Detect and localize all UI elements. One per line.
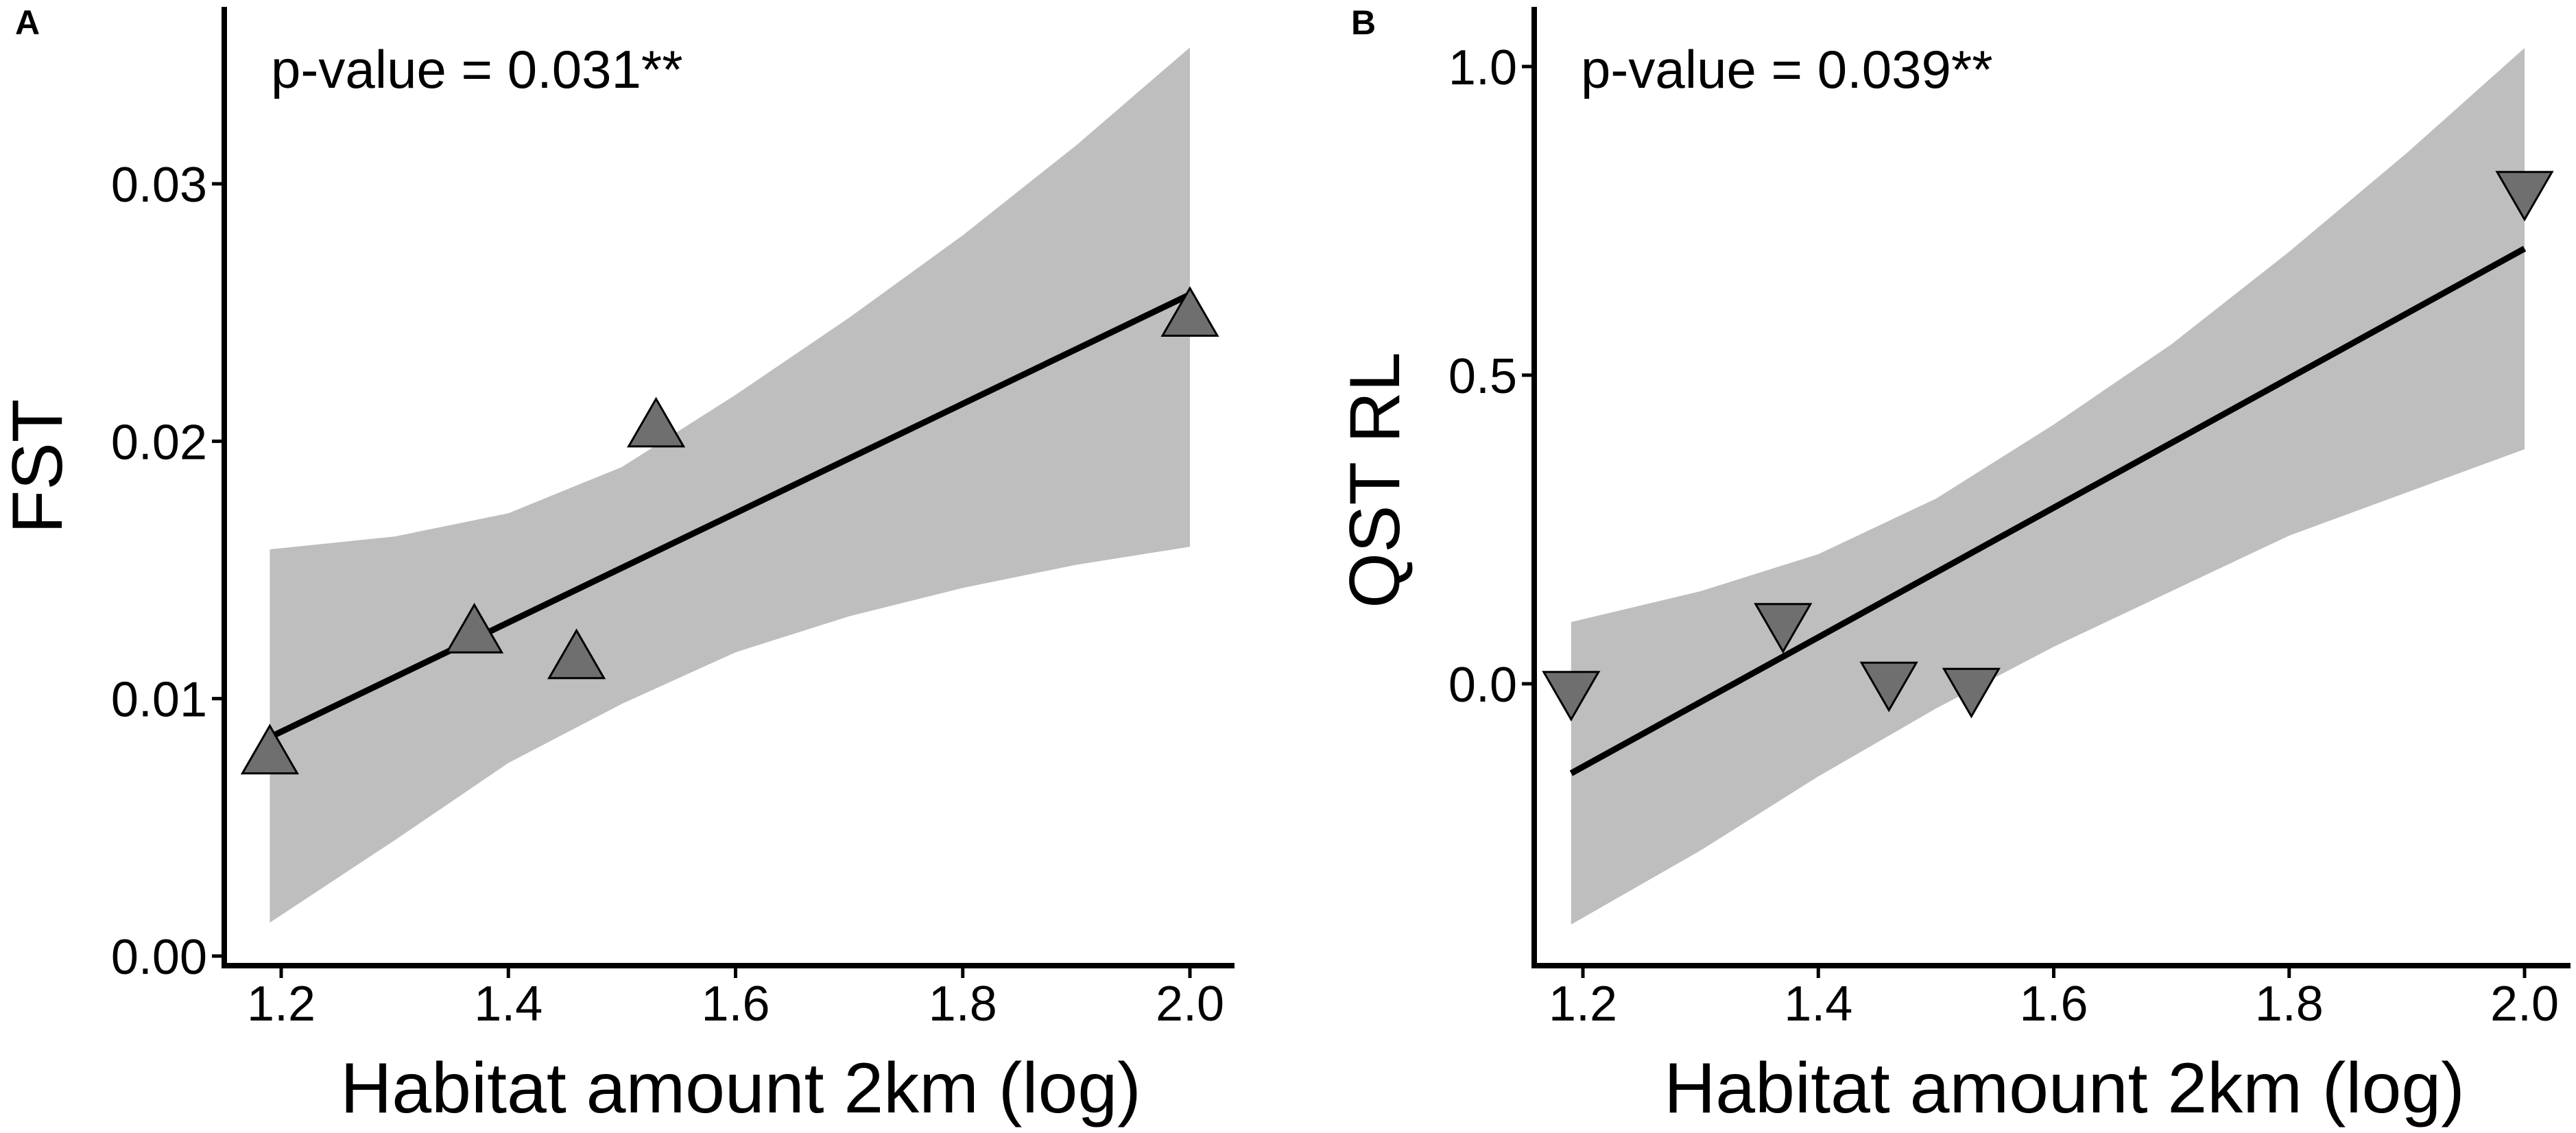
panel-b-data-point-5 (2495, 171, 2554, 222)
panel-a-x-axis-label: Habitat amount 2km (log) (340, 1049, 1141, 1128)
panel-b-regression-line (1569, 246, 2527, 776)
panel-a-x-tick-label-5: 2.0 (1156, 977, 1224, 1031)
panel-b-y-tick-label-2: 0.5 (1448, 349, 1517, 404)
panel-b-data-point-2 (1754, 603, 1813, 654)
panel-a-regression-line (268, 291, 1191, 741)
panel-a-label: A (15, 3, 40, 42)
panel-b-y-tick-label-1: 0.0 (1448, 658, 1517, 713)
panel-a-data-point-3 (547, 628, 606, 680)
panel-a-data-point-1 (240, 724, 299, 775)
panel-a-x-tick-label-2: 1.4 (474, 977, 542, 1031)
panel-a-y-tick-label-4: 0.03 (111, 158, 207, 213)
panel-b-y-axis-label: QST RL (1335, 352, 1415, 608)
panel-a-y-tick-label-3: 0.02 (111, 415, 207, 470)
panel-a-data-point-2 (445, 602, 504, 654)
panel-b-confidence-band (1571, 48, 2525, 925)
panel-b: B 0.0 0.5 1.0 1.2 1.4 1.6 1.8 2.0 p-value = 0.0… (1335, 3, 2571, 1128)
panel-a-y-axis-label: FST (0, 399, 77, 534)
panel-b-label: B (1351, 3, 1376, 42)
panel-a-data-point-4 (627, 396, 686, 448)
panel-b-data-point-3 (1859, 661, 1918, 713)
panel-b-x-tick-label-3: 1.6 (2019, 977, 2088, 1031)
panel-b-x-tick-label-4: 1.8 (2255, 977, 2324, 1031)
panel-a-y-tick-label-1: 0.00 (111, 930, 207, 985)
panel-a: A 0.00 0.01 0.02 0.03 1.2 1.4 1.6 1.8 2.0 p-valu… (0, 3, 1235, 1128)
panel-a-annotation: p-value = 0.031** (271, 39, 683, 99)
panel-b-x-tick-label-1: 1.2 (1549, 977, 1617, 1031)
panel-a-x-tick-label-4: 1.8 (929, 977, 997, 1031)
panel-b-x-axis-label: Habitat amount 2km (log) (1664, 1049, 2465, 1128)
panel-b-y-tick-label-3: 1.0 (1448, 40, 1517, 95)
panel-b-x-tick-label-2: 1.4 (1784, 977, 1852, 1031)
panel-a-x-tick-label-3: 1.6 (701, 977, 770, 1031)
panel-a-y-tick-label-2: 0.01 (111, 673, 207, 728)
panel-b-data-point-1 (1542, 671, 1601, 722)
panel-b-data-point-4 (1942, 667, 2001, 719)
panel-a-x-tick-label-1: 1.2 (247, 977, 315, 1031)
plot-a-area: 0.00 0.01 0.02 0.03 1.2 1.4 1.6 1.8 2.0 (111, 7, 1235, 1031)
panel-b-annotation: p-value = 0.039** (1581, 39, 1993, 99)
plot-b-area: 0.0 0.5 1.0 1.2 1.4 1.6 1.8 2.0 (1448, 7, 2571, 1031)
panel-a-confidence-band (270, 47, 1190, 923)
panel-b-x-tick-label-5: 2.0 (2490, 977, 2559, 1031)
panel-a-data-point-5 (1160, 286, 1219, 337)
